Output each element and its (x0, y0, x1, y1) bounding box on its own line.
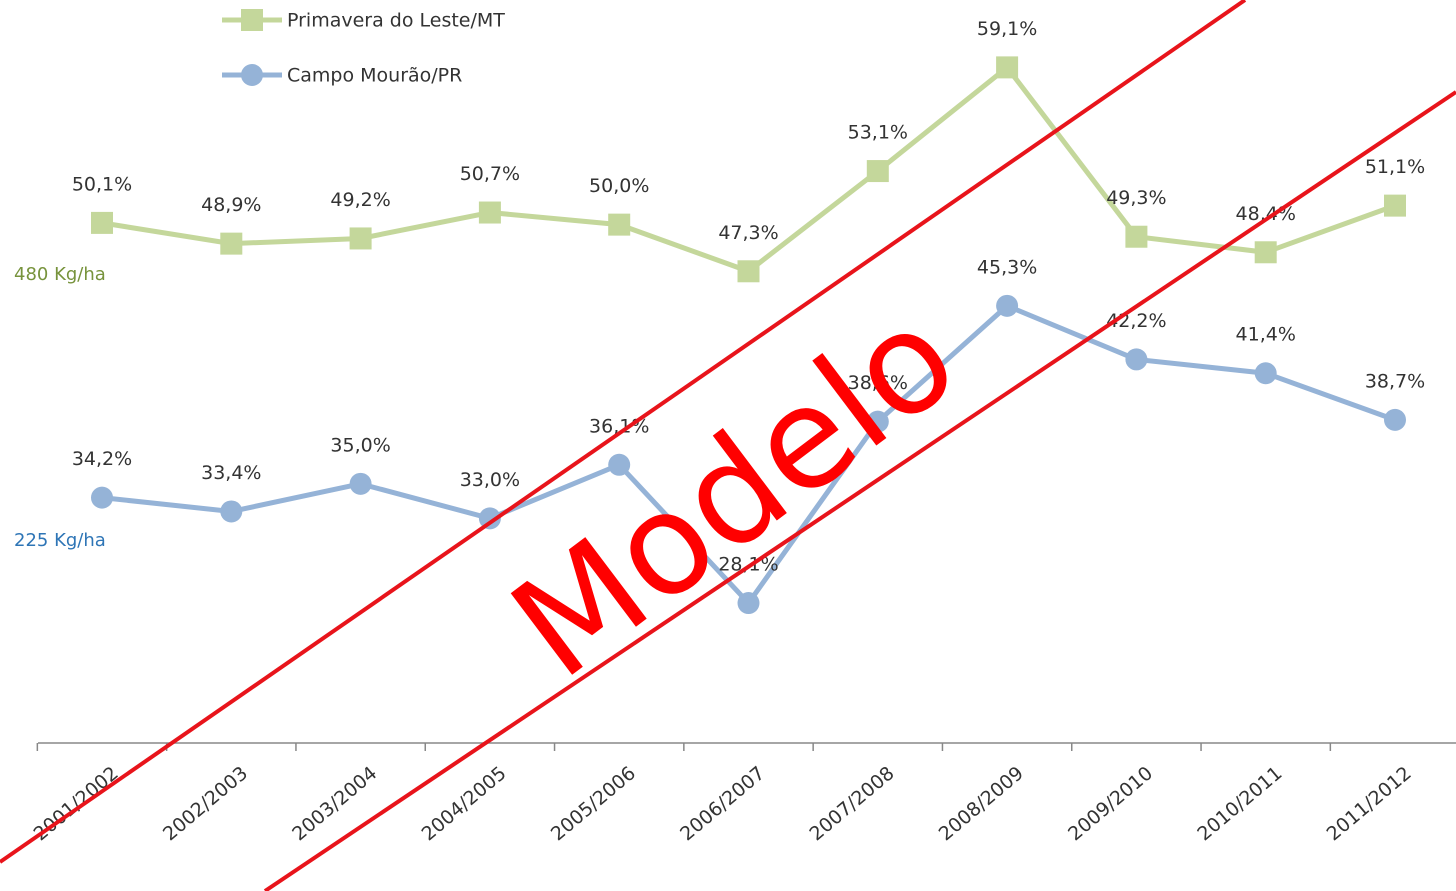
data-point (1125, 225, 1148, 248)
watermark-line (0, 0, 1247, 864)
x-tick-label: 2004/2005 (418, 762, 511, 845)
data-label: 45,3% (977, 256, 1037, 278)
data-point (737, 592, 760, 615)
data-label: 33,0% (460, 469, 520, 491)
data-label: 38,6% (848, 372, 908, 394)
legend-label: Campo Mourão/PR (287, 65, 462, 87)
data-label: 49,2% (330, 189, 390, 211)
data-label: 50,1% (72, 173, 132, 195)
data-label: 51,1% (1365, 156, 1425, 178)
data-label: 49,3% (1106, 187, 1166, 209)
data-point (608, 213, 631, 236)
data-point (1384, 194, 1406, 217)
legend-marker (241, 9, 263, 31)
data-point (996, 56, 1019, 79)
watermark-line (263, 90, 1456, 891)
x-tick-label: 2005/2006 (547, 762, 640, 845)
data-point (349, 227, 372, 250)
data-point (91, 211, 113, 234)
data-point (737, 260, 760, 283)
data-label: 59,1% (977, 18, 1037, 40)
data-point (1384, 408, 1406, 431)
data-label: 50,0% (589, 175, 649, 197)
data-label: 34,2% (72, 448, 132, 470)
data-label: 33,4% (201, 462, 261, 484)
x-tick-label: 2007/2008 (805, 762, 898, 845)
data-point (220, 232, 243, 255)
data-label: 53,1% (848, 122, 908, 144)
x-tick-label: 2009/2010 (1064, 762, 1157, 845)
data-point (1125, 348, 1148, 371)
data-label: 38,7% (1365, 370, 1425, 392)
x-tick-label: 2010/2011 (1193, 762, 1286, 845)
data-label: 47,3% (718, 222, 778, 244)
legend-marker (241, 64, 263, 86)
data-point (1254, 241, 1277, 264)
data-point (608, 453, 631, 476)
data-point (1254, 362, 1277, 385)
x-tick-label: 2011/2012 (1323, 762, 1416, 845)
data-point (478, 201, 501, 224)
data-point (349, 472, 372, 495)
data-point (996, 294, 1019, 317)
data-point (91, 486, 113, 509)
data-point (866, 160, 889, 183)
x-tick-label: 2002/2003 (159, 762, 252, 845)
annotation: 480 Kg/ha (14, 264, 106, 285)
data-label: 48,9% (201, 194, 261, 216)
legend-label: Primavera do Leste/MT (287, 10, 505, 32)
x-tick-label: 2008/2009 (935, 762, 1028, 845)
data-label: 41,4% (1236, 324, 1296, 346)
x-tick-label: 2003/2004 (288, 762, 381, 845)
x-tick-label: 2006/2007 (676, 762, 769, 845)
watermark: Modelo (484, 276, 986, 711)
data-point (478, 507, 501, 530)
annotation: 225 Kg/ha (14, 530, 106, 551)
data-label: 50,7% (460, 163, 520, 185)
data-point (866, 410, 889, 433)
data-point (220, 500, 243, 523)
data-label: 35,0% (330, 434, 390, 456)
